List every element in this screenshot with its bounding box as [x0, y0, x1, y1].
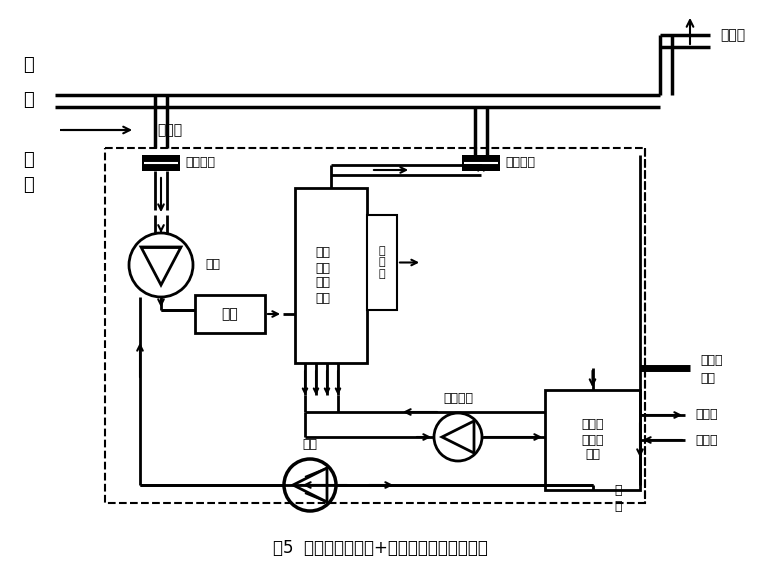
Text: 循环水泵: 循环水泵: [443, 393, 473, 405]
Bar: [142, 155, 180, 171]
Text: 风机: 风机: [205, 259, 220, 271]
Text: 烟道风门: 烟道风门: [185, 157, 215, 169]
Bar: [462, 155, 500, 171]
Text: 锅: 锅: [23, 56, 33, 74]
Text: 烟道风门: 烟道风门: [505, 157, 535, 169]
Text: 主烟道: 主烟道: [157, 123, 182, 137]
Text: 烟: 烟: [614, 500, 622, 514]
Bar: [295, 188, 367, 363]
Text: 直接
接触
式换
热器: 直接 接触 式换 热器: [315, 246, 331, 304]
Text: 热水出: 热水出: [695, 409, 717, 421]
Text: 排: 排: [23, 151, 33, 169]
Bar: [105, 148, 645, 503]
Text: 直燃型
吸收式
热泵: 直燃型 吸收式 热泵: [581, 418, 603, 462]
Text: 冷水进: 冷水进: [695, 434, 717, 446]
Text: 天然气: 天然气: [700, 353, 723, 367]
Text: 炉: 炉: [23, 91, 33, 109]
Bar: [545, 390, 640, 490]
Bar: [195, 295, 265, 333]
Bar: [367, 215, 397, 310]
Text: 烟箱: 烟箱: [222, 307, 239, 321]
Text: 炉
排
器: 炉 排 器: [378, 246, 385, 279]
Text: 接烟囱: 接烟囱: [720, 28, 745, 42]
Text: 图5  直接接触式换热+吸收式热泵系统流程图: 图5 直接接触式换热+吸收式热泵系统流程图: [273, 539, 487, 557]
Text: 排: 排: [614, 483, 622, 496]
Text: 风机: 风机: [302, 438, 318, 451]
Text: 烟: 烟: [23, 176, 33, 194]
Text: 管道: 管道: [700, 372, 715, 385]
